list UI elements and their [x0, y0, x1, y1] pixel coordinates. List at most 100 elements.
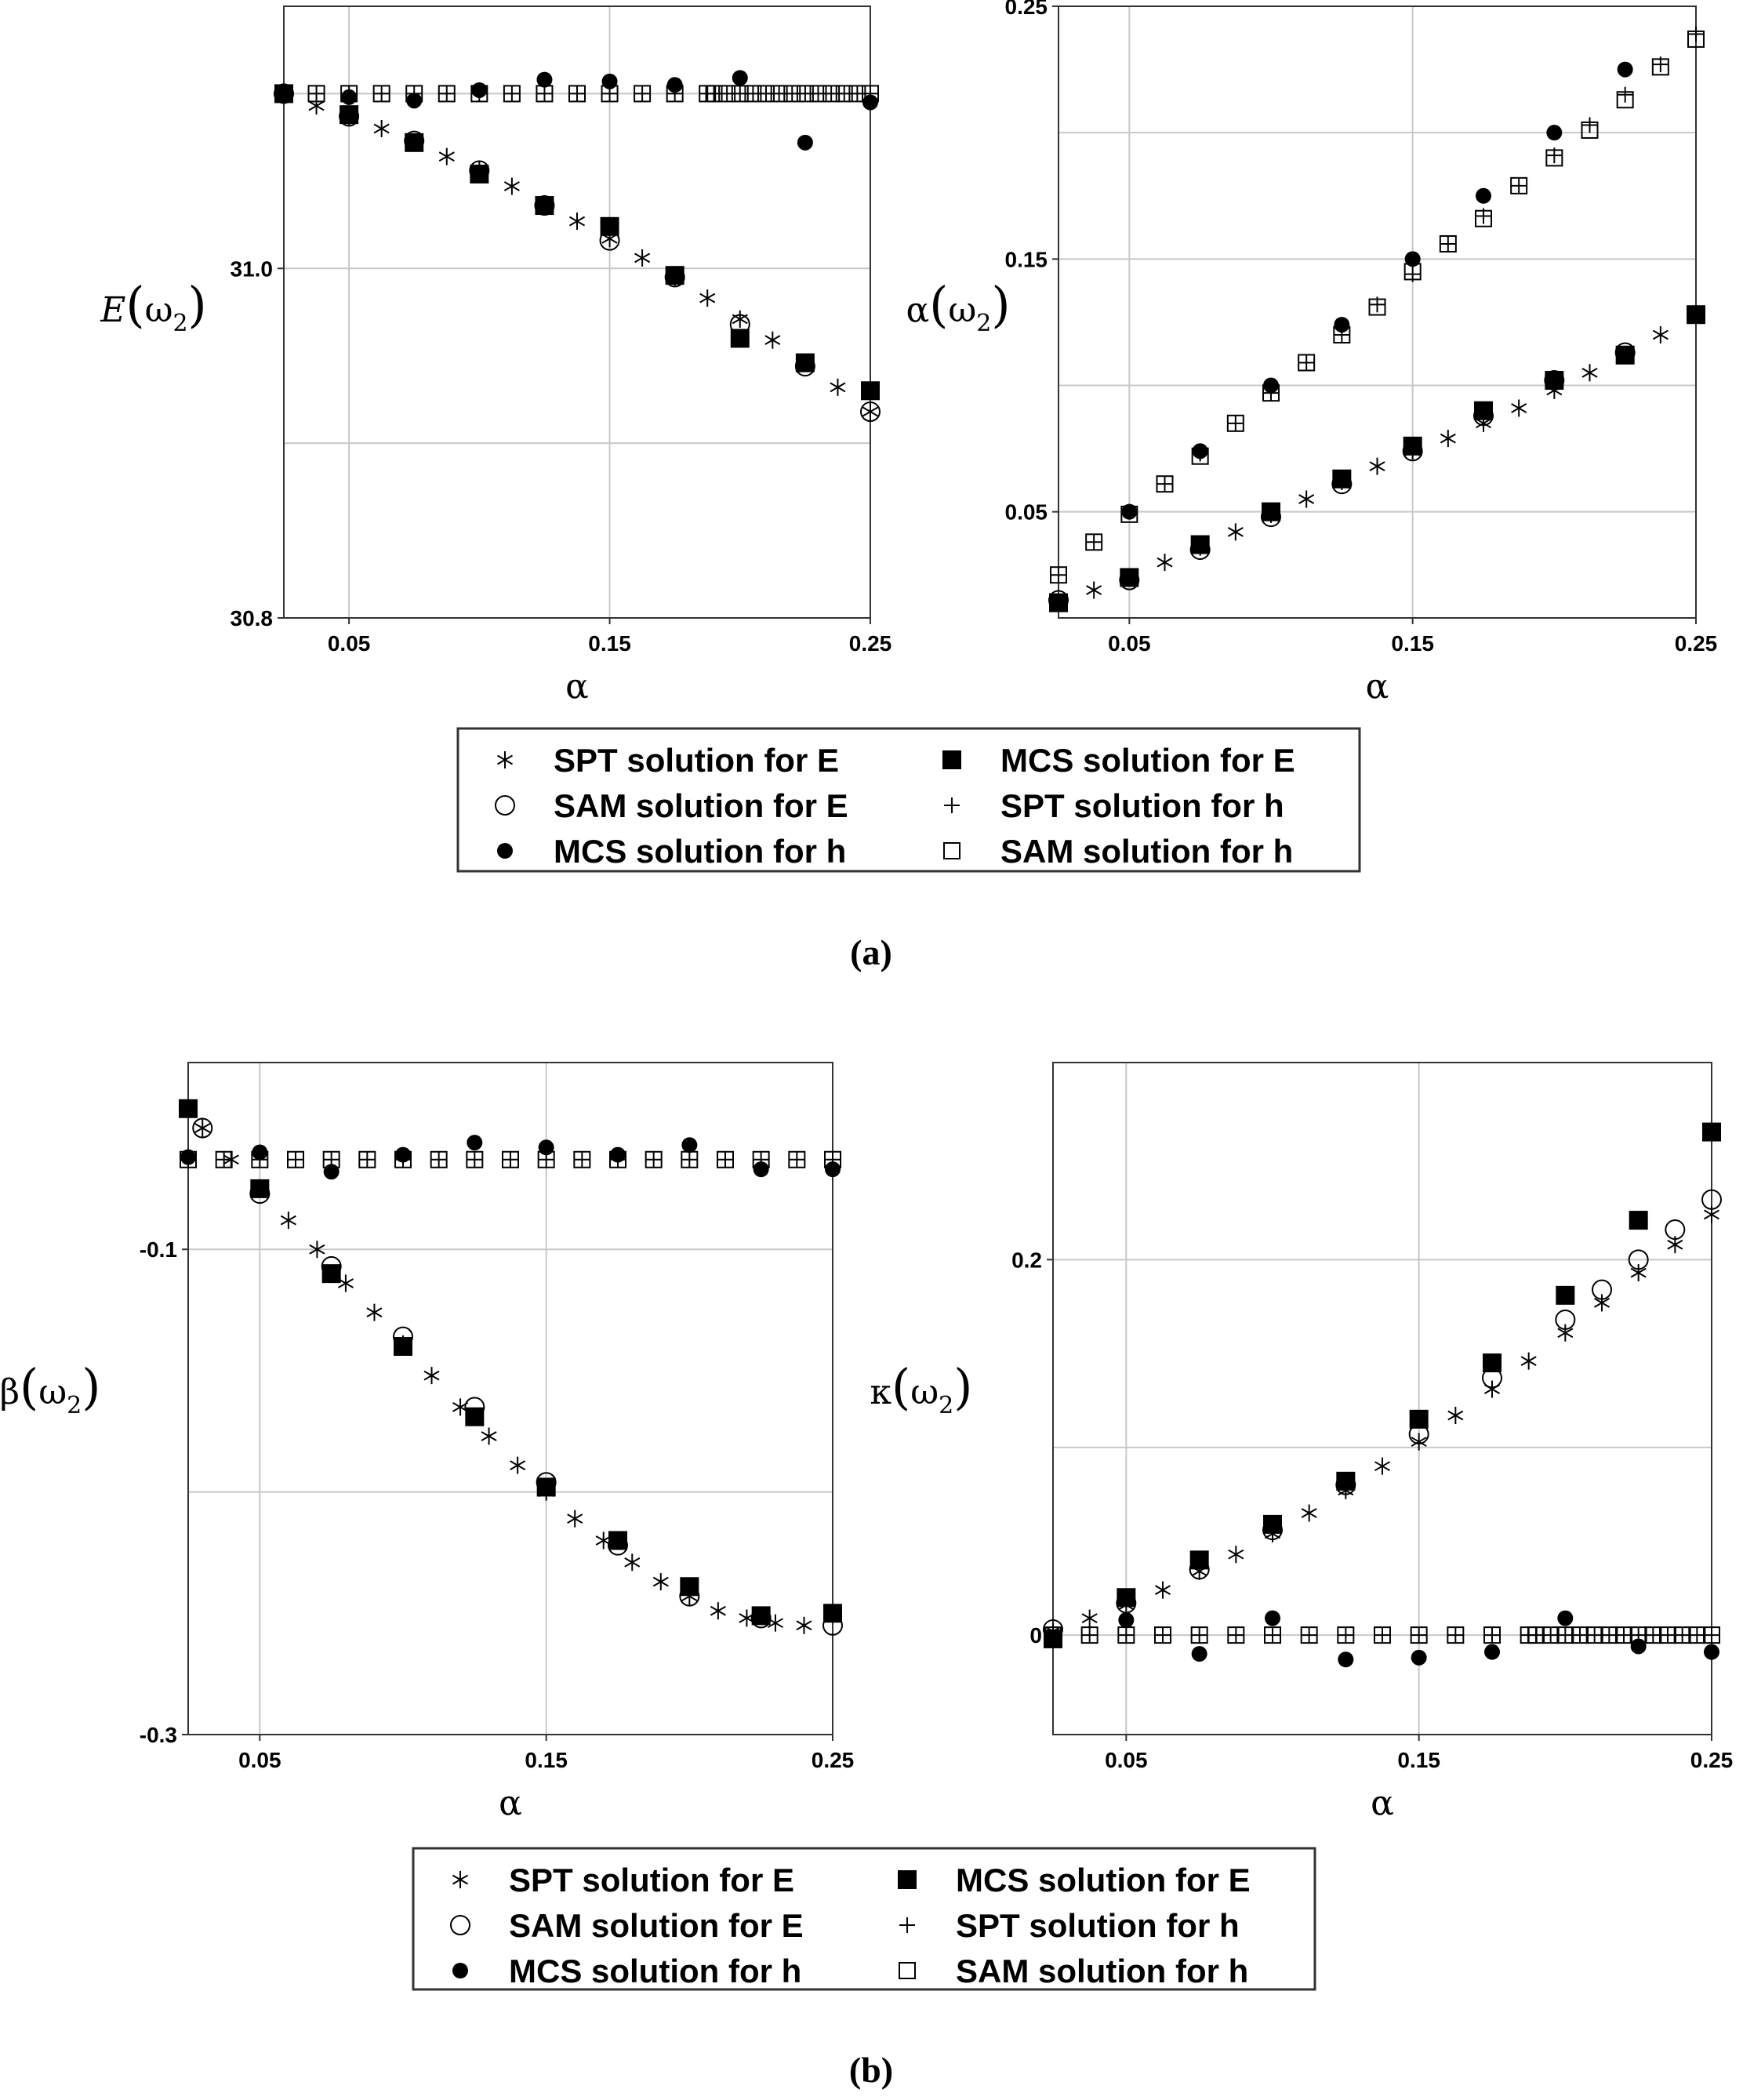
point-spt-h [1440, 235, 1456, 252]
y-tick-label: 0.15 [1005, 247, 1048, 271]
caption-b: (b) [849, 2050, 893, 2090]
x-tick-label: 0.15 [1391, 631, 1434, 656]
point-spt-E [366, 1303, 383, 1321]
point-mcs-E [665, 266, 684, 285]
point-spt-E [1447, 1407, 1464, 1425]
point-spt-h [1157, 476, 1173, 492]
point-spt-E [1652, 326, 1669, 344]
point-spt-E [1369, 457, 1385, 475]
y-tick-label: 30.8 [231, 606, 274, 630]
point-mcs-E [1409, 1409, 1429, 1429]
point-spt-h [1051, 567, 1066, 583]
point-mcs-E [861, 381, 880, 401]
point-mcs-E [795, 353, 815, 372]
point-mcs-E [250, 1179, 270, 1198]
point-spt-E [1511, 399, 1527, 417]
legend-marker-sam-E [450, 1915, 470, 1935]
point-spt-E [1593, 1294, 1610, 1312]
point-mcs-h [732, 70, 748, 86]
point-mcs-E [1474, 401, 1493, 420]
legend-label-sam-h: SAM solution for h [1000, 833, 1293, 870]
point-spt-h [1704, 1627, 1719, 1644]
legend-marker-spt-h [944, 797, 960, 813]
point-spt-h [717, 1151, 733, 1168]
point-spt-h [645, 1151, 662, 1168]
point-spt-E [1557, 1324, 1574, 1342]
point-spt-E [567, 1510, 583, 1528]
x-tick-label: 0.25 [812, 1748, 855, 1772]
point-spt-h [1411, 1627, 1427, 1644]
point-spt-h [1542, 1627, 1559, 1644]
point-spt-E [481, 1427, 497, 1445]
point-spt-h [1617, 86, 1633, 103]
point-spt-h [1581, 117, 1598, 133]
point-spt-h [1191, 1627, 1207, 1644]
point-spt-h [1652, 56, 1669, 73]
point-spt-h [1645, 1627, 1661, 1644]
point-spt-h [1447, 1627, 1464, 1644]
caption-a: (a) [850, 932, 892, 972]
y-tick-label: 0.2 [1011, 1248, 1042, 1272]
point-mcs-h [1617, 61, 1633, 78]
point-mcs-E [1403, 436, 1422, 456]
point-spt-E [732, 310, 748, 328]
chart-panel-E: 0.05 0.15 0.25 30.8 31.0 α E(ω2) [100, 5, 892, 707]
point-spt-h [634, 85, 651, 102]
point-spt-h [438, 85, 455, 102]
point-spt-E [652, 1573, 669, 1591]
legend-marker-mcs-E [942, 750, 961, 769]
point-spt-h [216, 1151, 232, 1168]
legend-marker-sam-E [495, 795, 515, 816]
y-tick-label: 0.25 [1005, 0, 1048, 19]
x-tick-label: 0.25 [1690, 1748, 1734, 1772]
legend-label-spt-h: SPT solution for h [956, 1907, 1240, 1944]
y-axis-label: κ(ω2) [870, 1358, 973, 1419]
point-spt-h [288, 1151, 303, 1168]
legend-marker-mcs-h [497, 843, 513, 859]
legend-marker-sam-h [943, 842, 960, 859]
point-spt-E [1298, 490, 1315, 508]
x-tick-label: 0.05 [238, 1748, 281, 1772]
point-mcs-h [666, 77, 683, 93]
point-mcs-E [823, 1604, 842, 1623]
y-tick-label: 0.05 [1005, 500, 1048, 525]
point-mcs-h [395, 1146, 411, 1163]
legend-marker-mcs-E [898, 1870, 917, 1889]
point-spt-E [1228, 1546, 1244, 1564]
point-mcs-E [1044, 1629, 1062, 1648]
legend-label-sam-E: SAM solution for E [509, 1907, 804, 1944]
point-spt-E [568, 213, 586, 231]
x-tick-label: 0.25 [849, 631, 892, 656]
point-spt-h [1586, 1627, 1603, 1644]
point-spt-E [1086, 581, 1102, 599]
point-spt-h [1265, 1627, 1280, 1644]
point-mcs-E [536, 1477, 556, 1497]
point-mcs-h [406, 93, 423, 109]
x-tick-label: 0.15 [525, 1748, 568, 1772]
point-spt-h [1227, 415, 1244, 431]
point-spt-E [1157, 554, 1173, 572]
point-spt-E [796, 1616, 812, 1634]
point-spt-h [1369, 296, 1385, 313]
point-mcs-E [1117, 1588, 1136, 1608]
legend-label-mcs-h: MCS solution for h [509, 1953, 801, 1989]
point-spt-h [1086, 534, 1102, 550]
point-spt-h [373, 85, 390, 102]
point-mcs-h [1557, 1610, 1574, 1626]
point-spt-h [1572, 1627, 1588, 1644]
data-points [1048, 26, 1705, 612]
point-mcs-E [1483, 1353, 1502, 1373]
point-spt-E [423, 1367, 440, 1385]
point-mcs-E [1615, 345, 1635, 365]
legend-label-mcs-h: MCS solution for h [554, 833, 846, 870]
chart-panel-beta: 0.05 0.15 0.25 -0.1 -0.3 α β(ω2) [0, 1062, 855, 1823]
point-spt-h [1546, 147, 1563, 164]
point-mcs-h [252, 1144, 268, 1161]
point-spt-h [1118, 1627, 1135, 1644]
x-tick-label: 0.15 [588, 631, 631, 656]
point-spt-E [510, 1456, 526, 1474]
point-spt-h [1484, 1627, 1500, 1644]
point-spt-E [438, 147, 455, 165]
point-spt-h [1476, 208, 1491, 224]
